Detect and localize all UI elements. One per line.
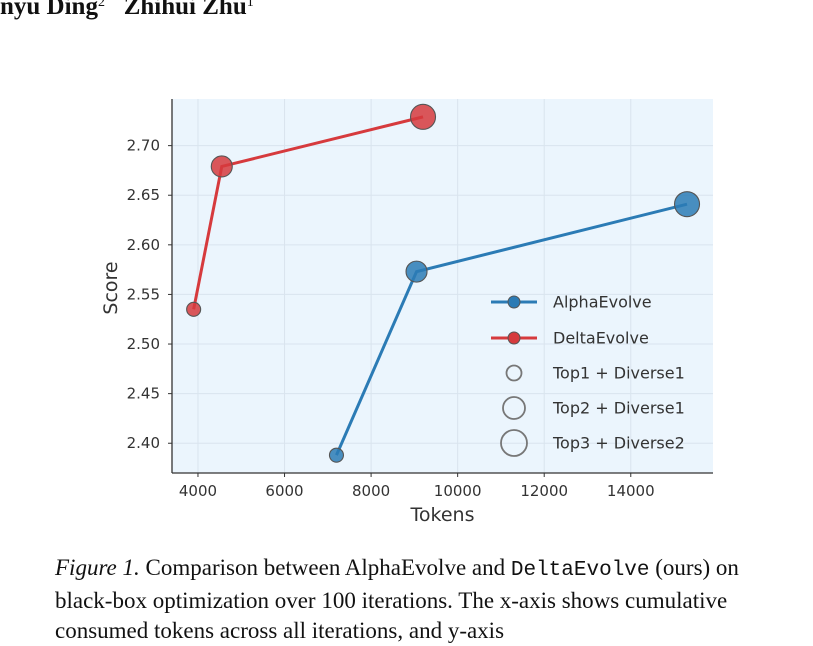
author-line: nyu Ding2 Zhihui Zhu1 bbox=[0, 0, 254, 21]
y-tick-label: 2.60 bbox=[127, 236, 160, 254]
legend-label: Top1 + Diverse1 bbox=[552, 364, 685, 383]
legend-size-marker bbox=[502, 396, 526, 420]
caption-text: (ours) on black-box optimization over 10… bbox=[55, 555, 739, 613]
y-tick-label: 2.45 bbox=[127, 385, 160, 403]
y-tick-label: 2.70 bbox=[127, 137, 160, 155]
legend-label: DeltaEvolve bbox=[553, 329, 649, 348]
author-affiliation: 2 bbox=[97, 0, 105, 10]
caption-text: Comparison between AlphaEvolve and bbox=[145, 555, 506, 580]
x-tick-label: 14000 bbox=[607, 482, 655, 500]
x-axis-label: Tokens bbox=[410, 504, 475, 526]
data-point bbox=[210, 155, 233, 178]
y-tick-label: 2.40 bbox=[127, 434, 160, 452]
figure-caption: Figure 1. Comparison between AlphaEvolve… bbox=[55, 553, 760, 646]
legend-size-marker bbox=[505, 364, 523, 382]
data-point bbox=[409, 103, 437, 130]
plot-area bbox=[172, 99, 713, 473]
x-tick-label: 6000 bbox=[265, 482, 303, 500]
y-tick-label: 2.50 bbox=[127, 335, 160, 353]
data-point bbox=[673, 191, 701, 218]
data-point bbox=[328, 447, 345, 463]
data-point bbox=[186, 301, 202, 317]
x-tick-label: 4000 bbox=[179, 482, 217, 500]
legend-label: Top3 + Diverse2 bbox=[552, 434, 685, 453]
figure-label: Figure 1. bbox=[55, 555, 140, 580]
chart: 4000 6000 8000 10000 12000 14000 2.40 2.45 2.50 2… bbox=[100, 99, 713, 526]
legend-size-marker bbox=[500, 429, 528, 457]
y-tick-label: 2.55 bbox=[127, 285, 160, 303]
method-name: DeltaEvolve bbox=[510, 559, 650, 582]
x-tick-label: 12000 bbox=[520, 482, 568, 500]
author-name: nyu Ding bbox=[0, 0, 98, 20]
legend-marker bbox=[507, 331, 521, 345]
legend-label: Top2 + Diverse1 bbox=[552, 399, 685, 418]
author-affiliation: 1 bbox=[246, 0, 254, 10]
legend-marker bbox=[507, 295, 521, 309]
author-name: Zhihui Zhu bbox=[123, 0, 247, 20]
y-tick-label: 2.65 bbox=[127, 186, 160, 204]
x-tick-label: 8000 bbox=[352, 482, 390, 500]
data-point bbox=[405, 260, 428, 283]
y-axis-label: Score bbox=[100, 261, 122, 314]
legend-label: AlphaEvolve bbox=[553, 293, 652, 312]
x-tick-label: 10000 bbox=[434, 482, 482, 500]
